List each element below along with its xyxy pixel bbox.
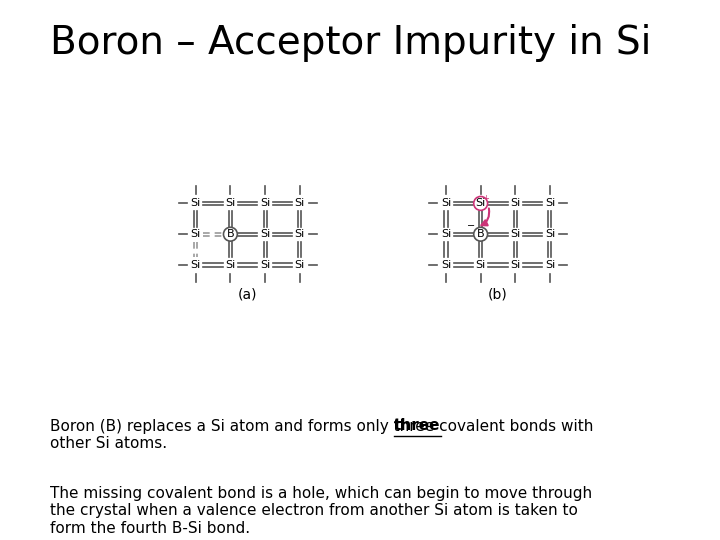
Text: Si: Si xyxy=(191,198,201,208)
Text: three: three xyxy=(394,418,441,434)
Text: Si: Si xyxy=(545,229,555,239)
Text: Si: Si xyxy=(475,198,486,208)
Text: Si: Si xyxy=(260,229,270,239)
Text: Si: Si xyxy=(441,260,451,270)
Text: Si: Si xyxy=(441,229,451,239)
Text: Si: Si xyxy=(545,198,555,208)
Text: Si: Si xyxy=(191,260,201,270)
Text: B: B xyxy=(477,229,485,239)
Text: Si: Si xyxy=(545,260,555,270)
Text: (a): (a) xyxy=(238,287,258,301)
Text: Si: Si xyxy=(225,198,235,208)
Text: +: + xyxy=(482,193,489,202)
Text: Si: Si xyxy=(475,260,486,270)
Text: Si: Si xyxy=(294,260,305,270)
Text: Si: Si xyxy=(260,198,270,208)
Text: Si: Si xyxy=(510,260,521,270)
Text: Si: Si xyxy=(510,229,521,239)
Text: Si: Si xyxy=(191,229,201,239)
FancyArrowPatch shape xyxy=(482,208,489,225)
Text: Si: Si xyxy=(225,260,235,270)
Text: The missing covalent bond is a hole, which can begin to move through
the crystal: The missing covalent bond is a hole, whi… xyxy=(50,486,593,536)
Text: Si: Si xyxy=(510,198,521,208)
Text: (b): (b) xyxy=(488,287,508,301)
Text: −: − xyxy=(467,221,475,231)
Text: Si: Si xyxy=(294,229,305,239)
Text: Si: Si xyxy=(441,198,451,208)
Text: Boron – Acceptor Impurity in Si: Boron – Acceptor Impurity in Si xyxy=(50,24,652,62)
Text: B: B xyxy=(227,229,234,239)
Text: Si: Si xyxy=(260,260,270,270)
Text: Si: Si xyxy=(294,198,305,208)
Text: Boron (B) replaces a Si atom and forms only three covalent bonds with
other Si a: Boron (B) replaces a Si atom and forms o… xyxy=(50,418,594,451)
